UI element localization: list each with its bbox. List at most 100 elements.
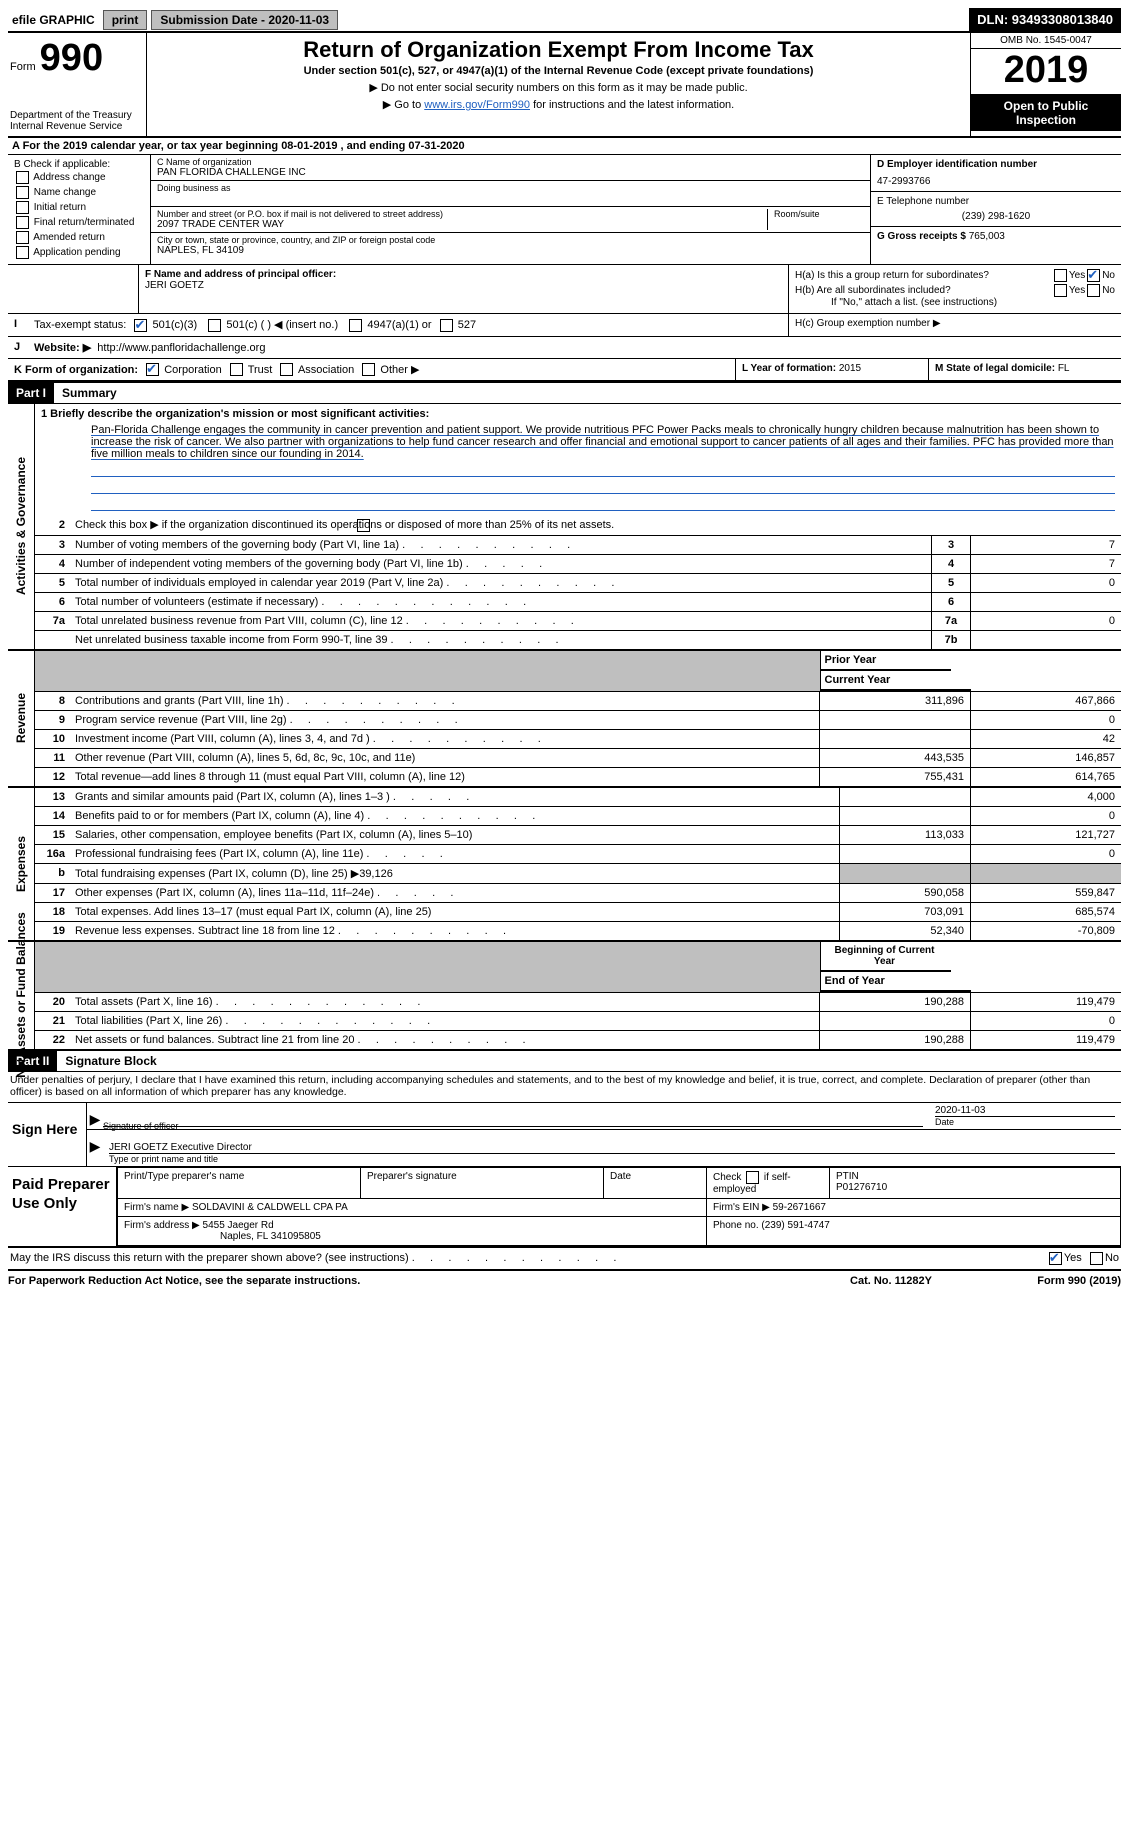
- chk-line2[interactable]: [357, 519, 370, 532]
- prep-h1: Print/Type preparer's name: [118, 1167, 361, 1198]
- K-label: K Form of organization:: [14, 364, 138, 376]
- section-revenue: Revenue Prior YearCurrent Year 8Contribu…: [8, 651, 1121, 788]
- street-address: 2097 TRADE CENTER WAY: [157, 219, 761, 230]
- C-name-label: C Name of organization: [157, 157, 864, 167]
- firm-name: SOLDAVINI & CALDWELL CPA PA: [192, 1202, 348, 1213]
- chk-assoc[interactable]: [280, 363, 293, 376]
- preparer-title: Paid Preparer Use Only: [8, 1167, 117, 1246]
- section-governance: Activities & Governance 1 Briefly descri…: [8, 404, 1121, 651]
- may-discuss: May the IRS discuss this return with the…: [8, 1248, 1121, 1271]
- D-label: D Employer identification number: [877, 159, 1115, 170]
- mission-text: Pan-Florida Challenge engages the commun…: [91, 424, 1114, 460]
- chk-app-pending[interactable]: [16, 246, 29, 259]
- F-label: F Name and address of principal officer:: [145, 269, 336, 280]
- firm-ein-label: Firm's EIN ▶: [713, 1202, 770, 1213]
- chk-final[interactable]: [16, 216, 29, 229]
- open-to-public: Open to Public Inspection: [971, 95, 1121, 131]
- side-governance: Activities & Governance: [8, 404, 35, 649]
- row-J: J Website: ▶ http://www.panfloridachalle…: [8, 337, 1121, 359]
- dba-label: Doing business as: [157, 183, 864, 193]
- v6: [971, 592, 1122, 611]
- chk-amended[interactable]: [16, 231, 29, 244]
- v7b: [971, 630, 1122, 649]
- Hc-label: H(c) Group exemption number ▶: [795, 318, 941, 329]
- chk-self-employed[interactable]: [746, 1171, 759, 1184]
- v5: 0: [971, 573, 1122, 592]
- chk-name-change[interactable]: [16, 186, 29, 199]
- col-C: C Name of organization PAN FLORIDA CHALL…: [151, 155, 870, 264]
- header-mid: Return of Organization Exempt From Incom…: [147, 33, 970, 136]
- gov-table: 2Check this box ▶ if the organization di…: [35, 515, 1121, 649]
- prep-h3: Date: [604, 1167, 707, 1198]
- print-button[interactable]: print: [103, 10, 148, 30]
- Hb-note: If "No," attach a list. (see instruction…: [831, 297, 1115, 308]
- form-title: Return of Organization Exempt From Incom…: [153, 37, 964, 63]
- dept: Department of the Treasury Internal Reve…: [10, 110, 140, 132]
- chk-Ha-no[interactable]: [1087, 269, 1100, 282]
- row-KLM: K Form of organization: Corporation Trus…: [8, 359, 1121, 383]
- header-right: OMB No. 1545-0047 2019 Open to Public In…: [970, 33, 1121, 136]
- firm-label: Firm's name ▶: [124, 1202, 189, 1213]
- E-label: E Telephone number: [877, 196, 1115, 207]
- ein: 47-2993766: [877, 176, 1115, 187]
- irs-link[interactable]: www.irs.gov/Form990: [424, 99, 530, 111]
- part1-header: Part I Summary: [8, 382, 1121, 404]
- mission-label: 1 Briefly describe the organization's mi…: [41, 408, 429, 420]
- section-expenses: Expenses 13Grants and similar amounts pa…: [8, 788, 1121, 942]
- top-bar: efile GRAPHIC print Submission Date - 20…: [8, 8, 1121, 33]
- hdr-current: Current Year: [820, 671, 971, 691]
- sign-block: Sign Here ▶ Signature of officer 2020-11…: [8, 1102, 1121, 1167]
- footer: For Paperwork Reduction Act Notice, see …: [8, 1271, 1121, 1287]
- chk-501c3[interactable]: [134, 319, 147, 332]
- form-word: Form: [10, 61, 36, 73]
- chk-Ha-yes[interactable]: [1054, 269, 1067, 282]
- chk-4947[interactable]: [349, 319, 362, 332]
- sig-officer-label: Signature of officer: [103, 1121, 178, 1131]
- room-label: Room/suite: [774, 209, 864, 219]
- M-label: M State of legal domicile:: [935, 363, 1055, 374]
- may-text: May the IRS discuss this return with the…: [10, 1252, 1047, 1264]
- chk-address-change[interactable]: [16, 171, 29, 184]
- col-B: B Check if applicable: Address change Na…: [8, 155, 151, 264]
- Hb-label: H(b) Are all subordinates included?: [795, 285, 1052, 296]
- chk-Hb-no[interactable]: [1087, 284, 1100, 297]
- section-netassets: Net Assets or Fund Balances Beginning of…: [8, 942, 1121, 1051]
- row-I: I Tax-exempt status: 501(c)(3) 501(c) ( …: [8, 314, 1121, 337]
- addr-label: Number and street (or P.O. box if mail i…: [157, 209, 761, 219]
- mission-block: Pan-Florida Challenge engages the commun…: [35, 420, 1121, 515]
- col-DEFG: D Employer identification number 47-2993…: [870, 155, 1121, 264]
- part1-title: Summary: [54, 383, 125, 403]
- part1-tag: Part I: [8, 383, 54, 403]
- foot-mid: Cat. No. 11282Y: [821, 1275, 961, 1287]
- firm-addr2: Naples, FL 341095805: [220, 1231, 321, 1242]
- side-revenue: Revenue: [8, 651, 35, 786]
- row-FH: F Name and address of principal officer:…: [8, 265, 1121, 314]
- sign-here: Sign Here: [8, 1103, 87, 1166]
- chk-trust[interactable]: [230, 363, 243, 376]
- v4: 7: [971, 554, 1122, 573]
- state-domicile: FL: [1058, 363, 1070, 374]
- chk-527[interactable]: [440, 319, 453, 332]
- chk-other[interactable]: [362, 363, 375, 376]
- date-label: Date: [935, 1117, 1115, 1127]
- chk-initial[interactable]: [16, 201, 29, 214]
- preparer-table: Print/Type preparer's name Preparer's si…: [117, 1167, 1121, 1246]
- chk-501c[interactable]: [208, 319, 221, 332]
- preparer-block: Paid Preparer Use Only Print/Type prepar…: [8, 1167, 1121, 1248]
- chk-Hb-yes[interactable]: [1054, 284, 1067, 297]
- sign-date: 2020-11-03: [935, 1105, 1115, 1117]
- chk-corp[interactable]: [146, 363, 159, 376]
- city-label: City or town, state or province, country…: [157, 235, 864, 245]
- header-left: Form 990 Department of the Treasury Inte…: [8, 33, 147, 136]
- arrow-icon: ▶: [87, 1130, 103, 1166]
- city: NAPLES, FL 34109: [157, 245, 864, 256]
- I-label: Tax-exempt status:: [34, 319, 126, 331]
- chk-may-yes[interactable]: [1049, 1252, 1062, 1265]
- exp-table: 13Grants and similar amounts paid (Part …: [35, 788, 1121, 940]
- hdr-begin: Beginning of Current Year: [820, 942, 951, 972]
- firm-addr1: 5455 Jaeger Rd: [203, 1220, 274, 1231]
- B-label: B Check if applicable:: [14, 159, 144, 170]
- firm-phone: (239) 591-4747: [761, 1220, 829, 1231]
- chk-may-no[interactable]: [1090, 1252, 1103, 1265]
- penalties: Under penalties of perjury, I declare th…: [8, 1072, 1121, 1102]
